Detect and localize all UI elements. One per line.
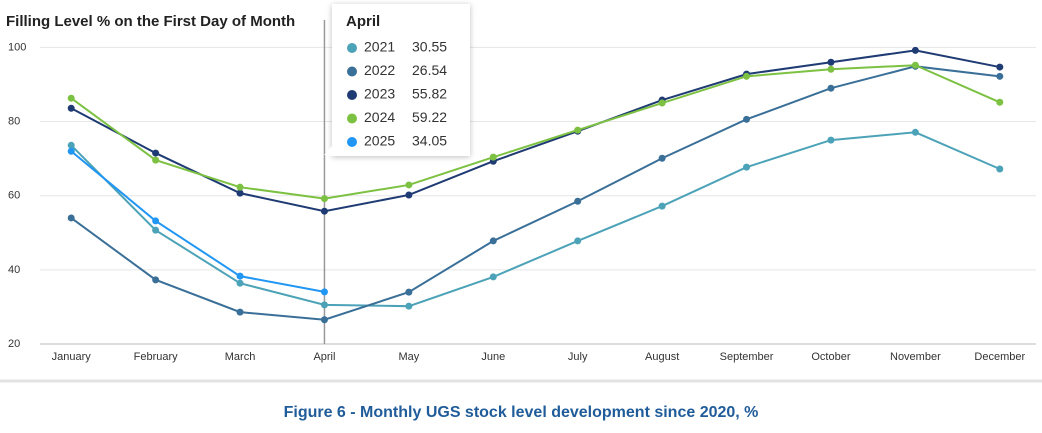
tooltip-value: 55.82 [412,86,447,102]
tooltip-series-name: 2021 [364,39,395,55]
tooltip-header: April [346,13,380,30]
y-tick-label: 100 [8,41,26,53]
data-point [152,156,160,164]
data-point [320,195,328,203]
data-point [911,46,919,54]
tooltip-arrow [324,146,332,156]
data-point [911,61,919,69]
tooltip-value: 59.22 [412,109,447,125]
x-tick-label: October [811,351,850,363]
x-tick-label: March [225,351,256,363]
x-tick-label: January [52,351,92,363]
series-line [70,49,1000,213]
x-tick-label: April [313,351,335,363]
data-point [67,141,75,149]
y-tick-label: 20 [8,338,20,350]
data-point [658,99,666,107]
x-tick-label: August [645,351,679,363]
data-point [405,191,413,199]
data-point [574,197,582,205]
x-tick-label: February [134,351,179,363]
tooltip-swatch [347,137,357,147]
data-point [236,272,244,280]
tooltip-value: 34.05 [412,133,447,149]
data-point [236,308,244,316]
data-point [489,153,497,161]
tooltip-swatch [347,90,357,100]
tooltip-series-name: 2024 [364,109,395,125]
tooltip-swatch [347,66,357,77]
data-point [67,94,75,102]
data-point [827,84,835,92]
tooltip-series-name: 2025 [364,133,395,149]
data-point [911,128,919,136]
data-point [405,288,413,296]
x-tick-label: December [974,351,1025,363]
x-tick-label: September [720,351,774,363]
data-point [67,104,75,112]
data-point [236,189,244,197]
data-point [405,181,413,189]
data-point [827,65,835,73]
data-point [996,63,1004,71]
y-tick-label: 80 [8,115,20,127]
data-point [743,163,751,171]
data-point [743,72,751,80]
data-point [658,154,666,162]
data-point [320,288,328,296]
data-point [489,273,497,281]
tooltip: April 2021 30.55 2022 26.54 2023 55.82 2024 59.2… [324,4,470,156]
data-point [236,279,244,287]
data-point [489,237,497,245]
data-point [152,226,160,234]
data-point [152,149,160,157]
tooltip-series-name: 2023 [364,86,395,102]
data-point [827,136,835,144]
tooltip-value: 30.55 [412,39,447,55]
data-point [996,165,1004,173]
data-point [152,217,160,225]
x-tick-label: November [890,351,941,363]
data-point [236,183,244,191]
chart-title: Filling Level % on the First Day of Mont… [6,13,295,30]
data-point [574,237,582,245]
tooltip-series-name: 2022 [364,62,395,78]
series-line [70,131,1001,308]
figure-caption: Figure 6 - Monthly UGS stock level devel… [284,404,759,421]
x-tick-label: July [568,351,588,363]
data-point [67,147,75,155]
series-line [70,65,1000,321]
y-tick-label: 60 [8,190,20,202]
series-line [70,150,325,293]
x-tick-label: June [481,351,505,363]
data-point [827,58,835,66]
series-line [70,64,1001,200]
tooltip-swatch [347,113,357,124]
data-point [996,72,1004,80]
data-point [743,115,751,123]
data-point [320,316,328,324]
data-point [658,202,666,210]
y-tick-label: 40 [8,264,20,276]
data-point [574,126,582,134]
tooltip-swatch [347,43,357,53]
data-point [996,98,1004,106]
tooltip-box [332,4,470,156]
data-point [67,214,75,222]
data-point [320,207,328,215]
data-point [405,302,413,310]
chart-background [0,0,1042,383]
data-point [152,276,160,284]
x-tick-label: May [398,351,419,363]
data-point [320,301,328,309]
tooltip-value: 26.54 [412,62,447,78]
